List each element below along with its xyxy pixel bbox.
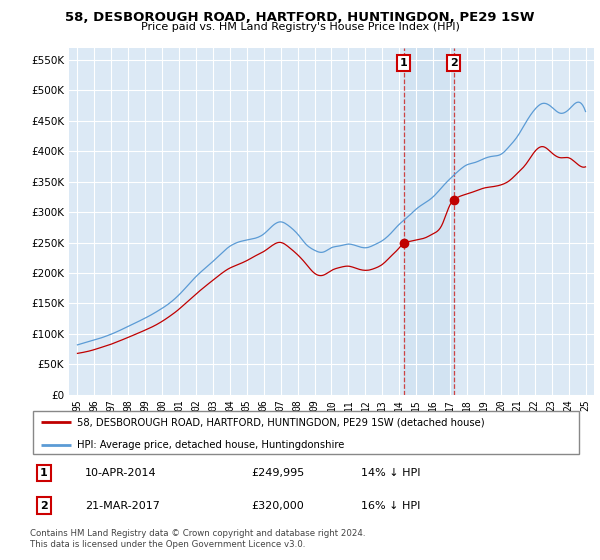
Text: 58, DESBOROUGH ROAD, HARTFORD, HUNTINGDON, PE29 1SW (detached house): 58, DESBOROUGH ROAD, HARTFORD, HUNTINGDO… [77,417,485,427]
FancyBboxPatch shape [33,411,579,454]
Text: 21-MAR-2017: 21-MAR-2017 [85,501,160,511]
Text: 58, DESBOROUGH ROAD, HARTFORD, HUNTINGDON, PE29 1SW: 58, DESBOROUGH ROAD, HARTFORD, HUNTINGDO… [65,11,535,24]
Text: £320,000: £320,000 [251,501,304,511]
Text: Price paid vs. HM Land Registry's House Price Index (HPI): Price paid vs. HM Land Registry's House … [140,22,460,32]
Text: Contains HM Land Registry data © Crown copyright and database right 2024.
This d: Contains HM Land Registry data © Crown c… [30,529,365,549]
Text: £249,995: £249,995 [251,468,304,478]
Text: 2: 2 [450,58,458,68]
Text: 16% ↓ HPI: 16% ↓ HPI [361,501,421,511]
Bar [404,48,454,395]
Text: 1: 1 [400,58,407,68]
Text: 14% ↓ HPI: 14% ↓ HPI [361,468,421,478]
Text: 2: 2 [40,501,47,511]
Text: 10-APR-2014: 10-APR-2014 [85,468,157,478]
Text: HPI: Average price, detached house, Huntingdonshire: HPI: Average price, detached house, Hunt… [77,440,344,450]
Text: 1: 1 [40,468,47,478]
